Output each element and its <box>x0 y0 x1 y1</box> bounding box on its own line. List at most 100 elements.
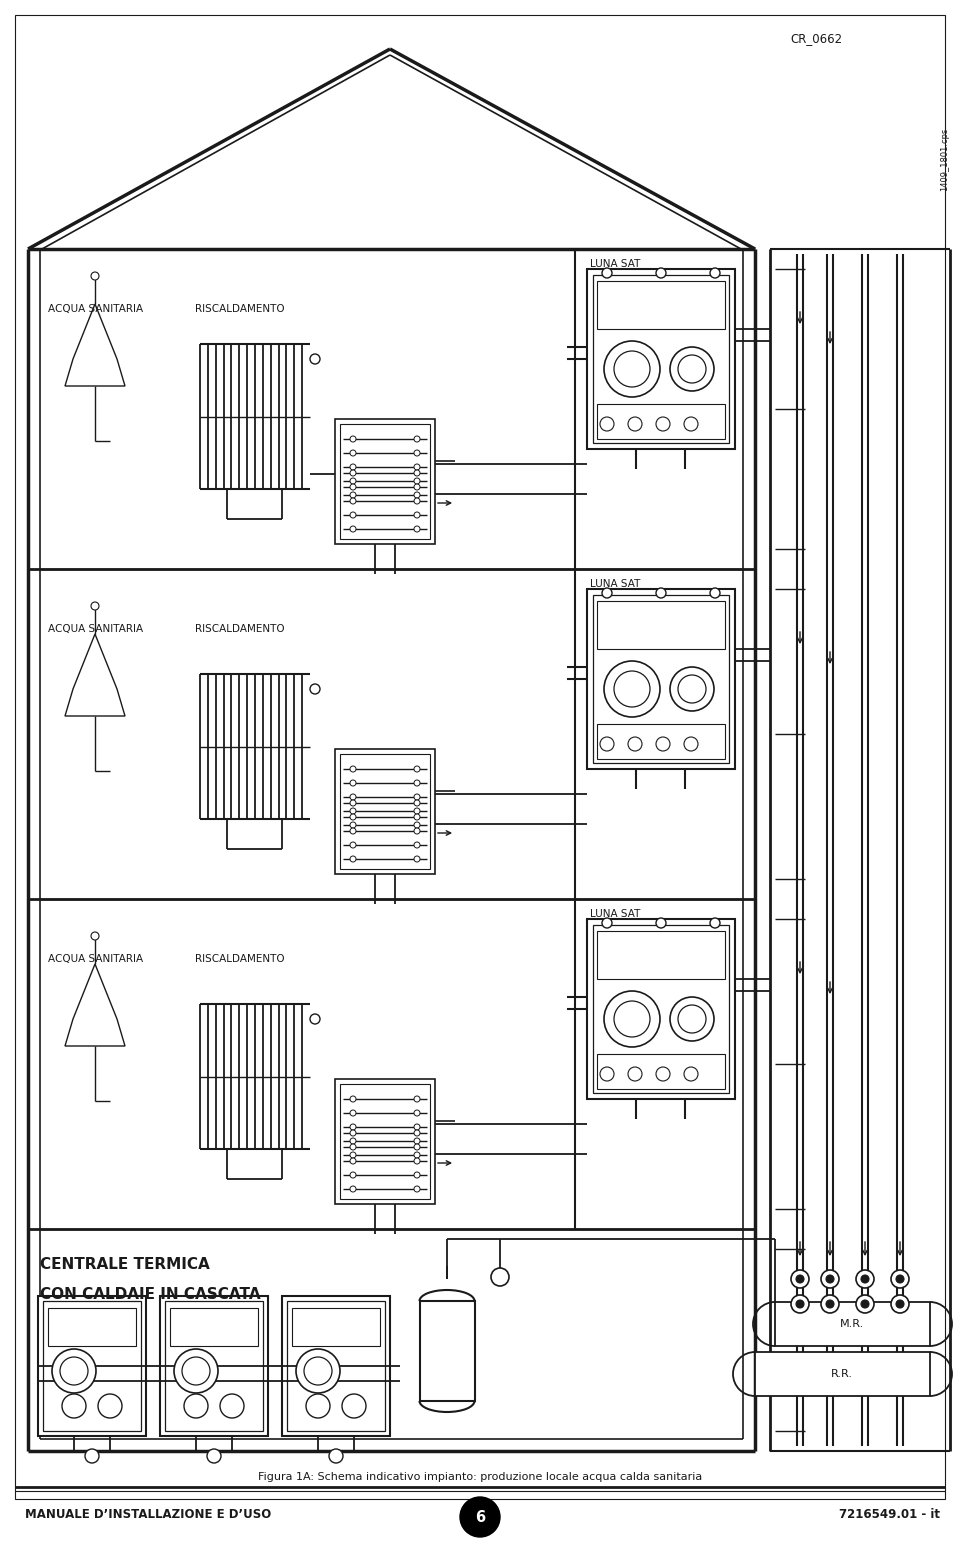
Circle shape <box>678 355 706 384</box>
Bar <box>597 723 725 759</box>
Circle shape <box>414 1130 420 1137</box>
Text: CENTRALE TERMICA: CENTRALE TERMICA <box>40 1257 209 1272</box>
Circle shape <box>91 271 99 281</box>
Circle shape <box>628 737 642 751</box>
Text: ACQUA SANITARIA: ACQUA SANITARIA <box>48 624 143 635</box>
Circle shape <box>414 828 420 834</box>
Text: RISCALDAMENTO: RISCALDAMENTO <box>195 304 284 313</box>
Circle shape <box>350 780 356 786</box>
Text: LUNA SAT: LUNA SAT <box>590 909 640 918</box>
Circle shape <box>184 1394 208 1419</box>
Circle shape <box>414 780 420 786</box>
Circle shape <box>821 1271 839 1288</box>
Bar <box>335 748 435 875</box>
Circle shape <box>710 268 720 278</box>
Circle shape <box>60 1356 88 1384</box>
Bar <box>597 404 725 440</box>
Bar <box>48 1308 136 1345</box>
Circle shape <box>350 800 356 806</box>
Circle shape <box>414 493 420 497</box>
Circle shape <box>684 737 698 751</box>
Bar <box>587 918 735 1099</box>
Bar <box>597 602 725 649</box>
Circle shape <box>656 268 666 278</box>
Circle shape <box>350 511 356 518</box>
Text: CR_0662: CR_0662 <box>790 33 842 45</box>
Circle shape <box>414 765 420 772</box>
Circle shape <box>350 1110 356 1116</box>
Circle shape <box>791 1271 809 1288</box>
Bar <box>587 270 735 449</box>
Circle shape <box>856 1271 874 1288</box>
Circle shape <box>350 842 356 848</box>
Bar <box>38 1296 146 1436</box>
Circle shape <box>329 1448 343 1462</box>
Bar <box>340 755 430 868</box>
Circle shape <box>306 1394 330 1419</box>
Circle shape <box>304 1356 332 1384</box>
Bar <box>170 1308 258 1345</box>
Circle shape <box>414 1186 420 1193</box>
Circle shape <box>350 1186 356 1193</box>
Circle shape <box>856 1296 874 1313</box>
Text: 7216549.01 - it: 7216549.01 - it <box>839 1508 940 1520</box>
Bar <box>775 1302 930 1345</box>
Circle shape <box>220 1394 244 1419</box>
Circle shape <box>600 737 614 751</box>
Circle shape <box>796 1275 804 1283</box>
Circle shape <box>350 1172 356 1179</box>
Text: M.R.: M.R. <box>840 1319 864 1328</box>
Circle shape <box>670 998 714 1041</box>
Circle shape <box>414 465 420 469</box>
Circle shape <box>656 416 670 430</box>
Circle shape <box>98 1394 122 1419</box>
Circle shape <box>414 1124 420 1130</box>
Circle shape <box>414 479 420 483</box>
Circle shape <box>350 1152 356 1158</box>
Circle shape <box>670 667 714 711</box>
Circle shape <box>350 479 356 483</box>
Circle shape <box>604 992 660 1048</box>
Circle shape <box>350 1158 356 1165</box>
Text: ACQUA SANITARIA: ACQUA SANITARIA <box>48 304 143 313</box>
Circle shape <box>656 1066 670 1080</box>
Text: MANUALE D’INSTALLAZIONE E D’USO: MANUALE D’INSTALLAZIONE E D’USO <box>25 1508 272 1520</box>
Bar <box>335 419 435 544</box>
Circle shape <box>796 1300 804 1308</box>
Circle shape <box>460 1497 500 1537</box>
Circle shape <box>684 416 698 430</box>
Circle shape <box>350 493 356 497</box>
Circle shape <box>414 469 420 475</box>
Circle shape <box>350 822 356 828</box>
Circle shape <box>414 800 420 806</box>
Circle shape <box>628 416 642 430</box>
Text: LUNA SAT: LUNA SAT <box>590 259 640 270</box>
Polygon shape <box>65 304 125 387</box>
Circle shape <box>614 351 650 387</box>
Circle shape <box>414 437 420 443</box>
Bar <box>597 931 725 979</box>
Circle shape <box>414 497 420 504</box>
Circle shape <box>85 1448 99 1462</box>
Circle shape <box>602 918 612 928</box>
Circle shape <box>414 1158 420 1165</box>
Circle shape <box>91 932 99 940</box>
Circle shape <box>891 1271 909 1288</box>
Circle shape <box>600 1066 614 1080</box>
Circle shape <box>656 737 670 751</box>
Circle shape <box>414 1096 420 1102</box>
Circle shape <box>350 451 356 455</box>
Circle shape <box>350 794 356 800</box>
Bar <box>420 1302 475 1402</box>
Circle shape <box>414 814 420 820</box>
Circle shape <box>414 451 420 455</box>
Circle shape <box>414 808 420 814</box>
Circle shape <box>350 856 356 862</box>
Circle shape <box>710 918 720 928</box>
Circle shape <box>602 588 612 599</box>
Circle shape <box>182 1356 210 1384</box>
Circle shape <box>791 1296 809 1313</box>
Bar <box>593 924 729 1093</box>
Circle shape <box>174 1349 218 1394</box>
Circle shape <box>350 465 356 469</box>
